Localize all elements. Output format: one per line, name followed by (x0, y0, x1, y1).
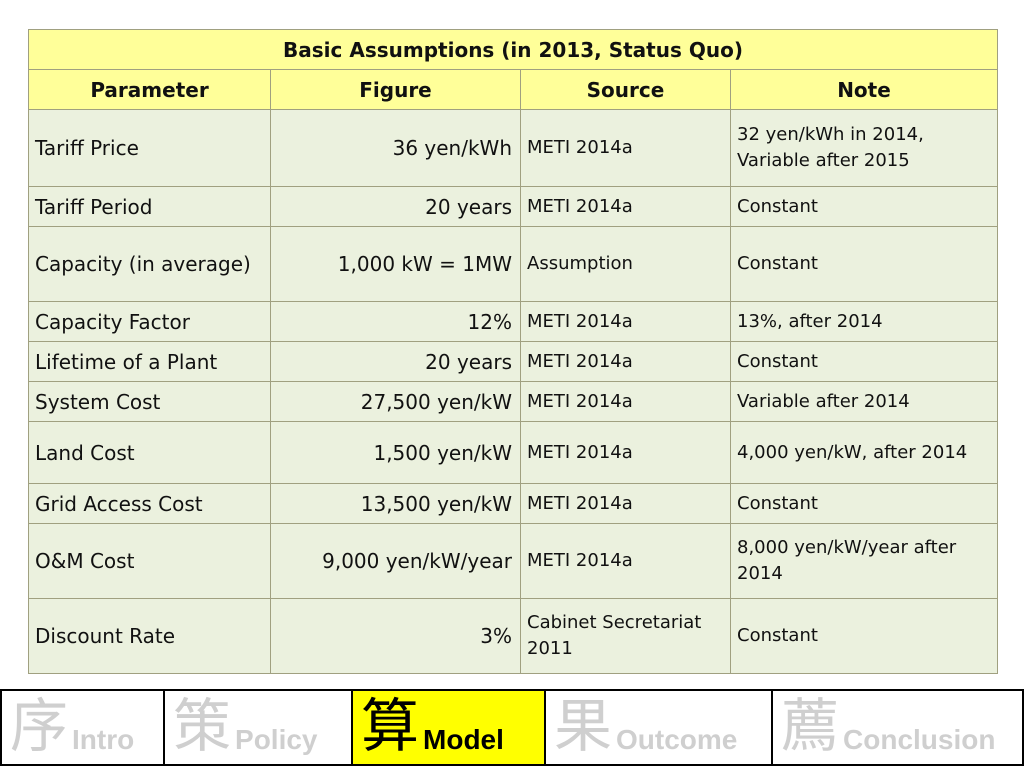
source-cell: METI 2014a (520, 301, 731, 342)
table-row: O&M Cost 9,000 yen/kW/year METI 2014a 8,… (28, 523, 998, 599)
parameter-cell: Land Cost (28, 421, 271, 484)
figure-cell: 1,000 kW = 1MW (270, 226, 521, 302)
nav-item-label: Outcome (616, 724, 738, 755)
source-cell: METI 2014a (520, 523, 731, 599)
note-cell: Constant (730, 598, 998, 674)
note-cell: 8,000 yen/kW/year after 2014 (730, 523, 998, 599)
note-cell: Constant (730, 226, 998, 302)
note-cell: 4,000 yen/kW, after 2014 (730, 421, 998, 484)
note-cell: 32 yen/kWh in 2014, Variable after 2015 (730, 109, 998, 187)
parameter-cell: Lifetime of a Plant (28, 341, 271, 382)
parameter-cell: Tariff Price (28, 109, 271, 187)
nav-item-conclusion[interactable]: 薦 Conclusion (771, 689, 1024, 766)
note-cell: Constant (730, 186, 998, 227)
parameter-cell: System Cost (28, 381, 271, 422)
figure-cell: 27,500 yen/kW (270, 381, 521, 422)
nav-item-intro[interactable]: 序 Intro (0, 689, 165, 766)
nav-item-model[interactable]: 算 Model (351, 689, 546, 766)
table-title-row: Basic Assumptions (in 2013, Status Quo) (28, 29, 998, 70)
parameter-cell: Tariff Period (28, 186, 271, 227)
note-cell: 13%, after 2014 (730, 301, 998, 342)
figure-cell: 12% (270, 301, 521, 342)
intro-kanji-icon: 序 (10, 692, 69, 760)
section-nav-bar: 序 Intro 策 Policy 算 Model 果 Outcome 薦 Con… (0, 689, 1024, 768)
nav-item-outcome[interactable]: 果 Outcome (544, 689, 773, 766)
figure-cell: 9,000 yen/kW/year (270, 523, 521, 599)
table-row: Tariff Price 36 yen/kWh METI 2014a 32 ye… (28, 109, 998, 187)
table-row: Grid Access Cost 13,500 yen/kW METI 2014… (28, 483, 998, 524)
parameter-cell: Capacity (in average) (28, 226, 271, 302)
figure-cell: 20 years (270, 341, 521, 382)
parameter-cell: O&M Cost (28, 523, 271, 599)
table-row: Capacity (in average) 1,000 kW = 1MW Ass… (28, 226, 998, 302)
figure-cell: 13,500 yen/kW (270, 483, 521, 524)
figure-cell: 3% (270, 598, 521, 674)
table-header-row: Parameter Figure Source Note (28, 69, 998, 110)
column-header-figure: Figure (270, 69, 521, 110)
nav-item-label: Model (423, 724, 504, 755)
source-cell: METI 2014a (520, 186, 731, 227)
figure-cell: 1,500 yen/kW (270, 421, 521, 484)
note-cell: Constant (730, 483, 998, 524)
nav-item-label: Conclusion (843, 724, 996, 755)
assumptions-table: Basic Assumptions (in 2013, Status Quo) … (28, 29, 998, 674)
conclusion-kanji-icon: 薦 (781, 692, 840, 760)
source-cell: METI 2014a (520, 483, 731, 524)
parameter-cell: Grid Access Cost (28, 483, 271, 524)
source-cell: Cabinet Secretariat 2011 (520, 598, 731, 674)
assumptions-table-wrap: Basic Assumptions (in 2013, Status Quo) … (28, 29, 998, 674)
nav-item-label: Intro (72, 724, 135, 755)
table-title: Basic Assumptions (in 2013, Status Quo) (28, 29, 998, 70)
policy-kanji-icon: 策 (173, 692, 232, 760)
outcome-kanji-icon: 果 (554, 692, 613, 760)
table-row: Lifetime of a Plant 20 years METI 2014a … (28, 341, 998, 382)
column-header-parameter: Parameter (28, 69, 271, 110)
model-kanji-icon: 算 (361, 692, 420, 760)
column-header-note: Note (730, 69, 998, 110)
note-cell: Variable after 2014 (730, 381, 998, 422)
parameter-cell: Capacity Factor (28, 301, 271, 342)
source-cell: METI 2014a (520, 421, 731, 484)
source-cell: METI 2014a (520, 341, 731, 382)
nav-item-policy[interactable]: 策 Policy (163, 689, 353, 766)
source-cell: METI 2014a (520, 381, 731, 422)
table-row: Tariff Period 20 years METI 2014a Consta… (28, 186, 998, 227)
table-row: Capacity Factor 12% METI 2014a 13%, afte… (28, 301, 998, 342)
source-cell: METI 2014a (520, 109, 731, 187)
nav-item-label: Policy (235, 724, 318, 755)
source-cell: Assumption (520, 226, 731, 302)
figure-cell: 20 years (270, 186, 521, 227)
note-cell: Constant (730, 341, 998, 382)
table-row: System Cost 27,500 yen/kW METI 2014a Var… (28, 381, 998, 422)
table-row: Discount Rate 3% Cabinet Secretariat 201… (28, 598, 998, 674)
parameter-cell: Discount Rate (28, 598, 271, 674)
table-row: Land Cost 1,500 yen/kW METI 2014a 4,000 … (28, 421, 998, 484)
figure-cell: 36 yen/kWh (270, 109, 521, 187)
column-header-source: Source (520, 69, 731, 110)
